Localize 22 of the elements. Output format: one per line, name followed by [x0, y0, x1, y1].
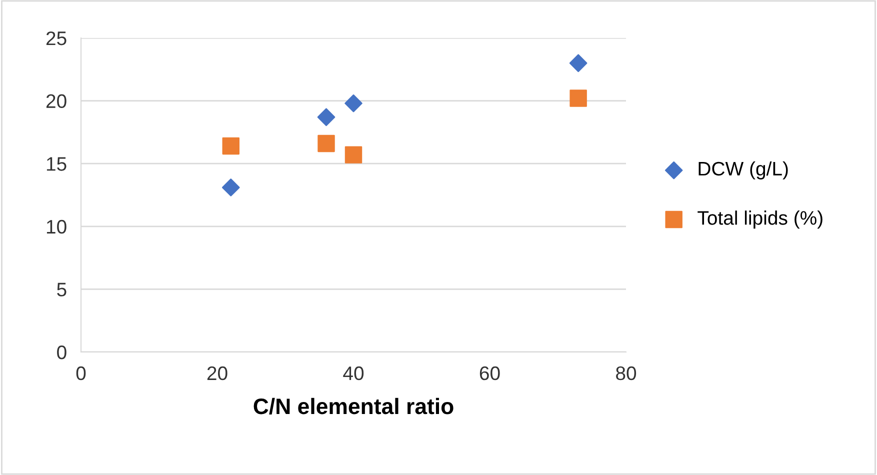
y-tick-label: 15: [46, 157, 66, 171]
point: [222, 137, 240, 155]
point: [569, 54, 588, 72]
point: [317, 108, 336, 126]
point: [344, 146, 362, 164]
point: [222, 178, 240, 196]
point: [570, 90, 587, 107]
x-tick-label: 60: [480, 366, 500, 380]
x-tick-label: 20: [207, 366, 228, 380]
y-tick-label: 0: [57, 345, 66, 360]
x-tick-label: 40: [343, 366, 364, 380]
legend-label: DCW (g/L): [698, 161, 788, 180]
legend-label: Total lipids (%): [698, 210, 822, 229]
y-tick-label: 25: [46, 31, 66, 46]
point: [318, 134, 335, 152]
point: [344, 94, 362, 112]
y-tick-label: 10: [46, 220, 66, 234]
x-tick-label: 0: [76, 366, 86, 380]
y-tick-label: 5: [57, 282, 66, 296]
x-tick-label: 80: [616, 366, 636, 380]
y-tick-label: 20: [46, 94, 66, 108]
x-axis-title: C/N elemental ratio: [254, 398, 454, 414]
